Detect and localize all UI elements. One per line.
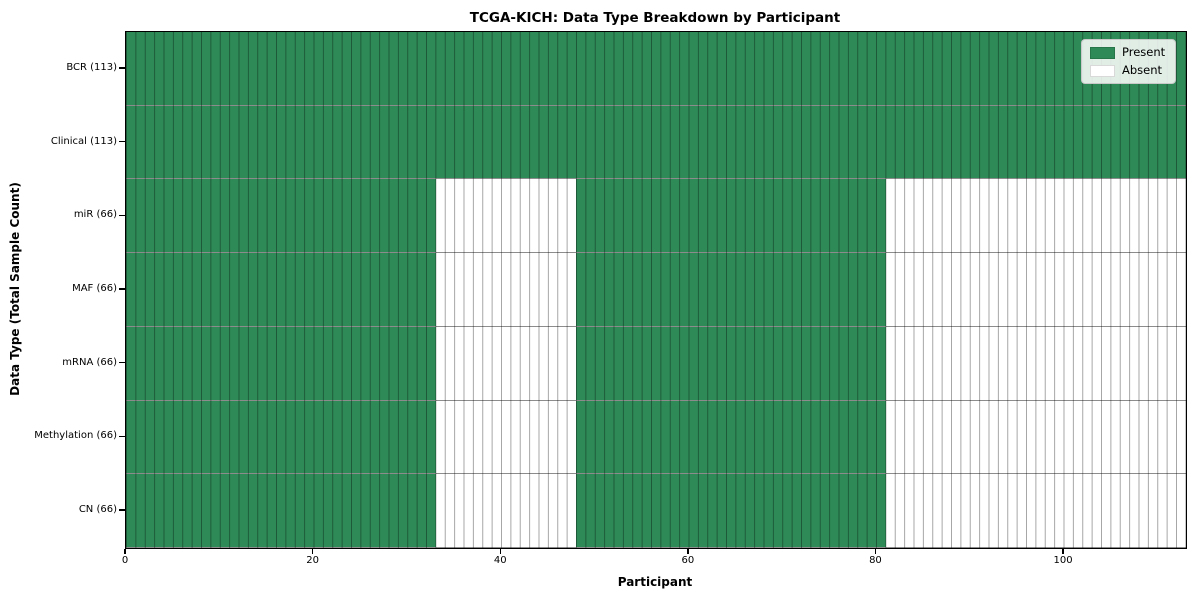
plot-area bbox=[125, 31, 1187, 549]
y-tick-label: mRNA (66) bbox=[62, 356, 117, 368]
y-tick-label: miR (66) bbox=[73, 209, 117, 221]
present-segment bbox=[126, 326, 436, 400]
y-tick-mark bbox=[119, 509, 125, 511]
data-type-row-Methylation bbox=[126, 400, 1186, 475]
present-segment bbox=[126, 400, 436, 474]
legend-item-present: Present bbox=[1090, 46, 1165, 59]
present-swatch bbox=[1090, 46, 1115, 59]
x-tick-label: 60 bbox=[681, 555, 695, 566]
data-type-row-miR bbox=[126, 179, 1186, 254]
x-tick-mark bbox=[311, 548, 314, 554]
x-tick-mark bbox=[874, 548, 877, 554]
y-tick-label: Methylation (66) bbox=[34, 430, 117, 442]
legend-item-absent: Absent bbox=[1090, 64, 1165, 77]
present-segment bbox=[126, 105, 1186, 179]
x-tick-label: 20 bbox=[306, 555, 319, 566]
y-tick-mark bbox=[119, 362, 125, 364]
data-type-row-mRNA bbox=[126, 326, 1186, 401]
y-tick-mark bbox=[119, 214, 125, 216]
x-axis-label: Participant bbox=[617, 575, 693, 589]
y-tick-label: MAF (66) bbox=[72, 283, 117, 294]
y-tick-label: BCR (113) bbox=[66, 61, 117, 73]
x-tick-mark bbox=[1062, 548, 1064, 554]
x-tick-label: 40 bbox=[493, 555, 507, 566]
y-tick-mark bbox=[119, 288, 125, 290]
absent-swatch bbox=[1090, 64, 1115, 77]
y-tick-label: CN (66) bbox=[78, 504, 117, 516]
x-tick-mark bbox=[124, 548, 126, 554]
legend: Present Absent bbox=[1081, 39, 1177, 84]
present-segment bbox=[126, 474, 436, 547]
y-tick-mark bbox=[119, 67, 125, 69]
present-segment bbox=[126, 253, 436, 326]
x-tick-label: 0 bbox=[121, 555, 129, 566]
present-segment bbox=[576, 179, 886, 253]
data-type-row-CN bbox=[126, 474, 1186, 548]
y-tick-mark bbox=[119, 435, 125, 438]
x-tick-label: 80 bbox=[869, 555, 882, 566]
present-segment bbox=[576, 474, 886, 547]
present-segment bbox=[576, 400, 886, 474]
data-type-row-BCR bbox=[126, 32, 1186, 106]
legend-label-present: Present bbox=[1122, 45, 1166, 59]
y-tick-mark bbox=[119, 140, 125, 143]
present-segment bbox=[126, 179, 436, 253]
x-tick-mark bbox=[687, 548, 689, 554]
chart-title: TCGA-KICH: Data Type Breakdown by Partic… bbox=[469, 10, 841, 26]
legend-label-absent: Absent bbox=[1122, 63, 1163, 77]
x-tick-mark bbox=[499, 548, 501, 554]
data-type-row-Clinical bbox=[126, 105, 1186, 180]
present-segment bbox=[576, 326, 886, 400]
present-segment bbox=[126, 32, 1186, 105]
present-segment bbox=[576, 253, 886, 326]
data-type-row-MAF bbox=[126, 253, 1186, 327]
x-tick-label: 100 bbox=[1053, 555, 1073, 566]
y-tick-label: Clinical (113) bbox=[50, 135, 117, 147]
